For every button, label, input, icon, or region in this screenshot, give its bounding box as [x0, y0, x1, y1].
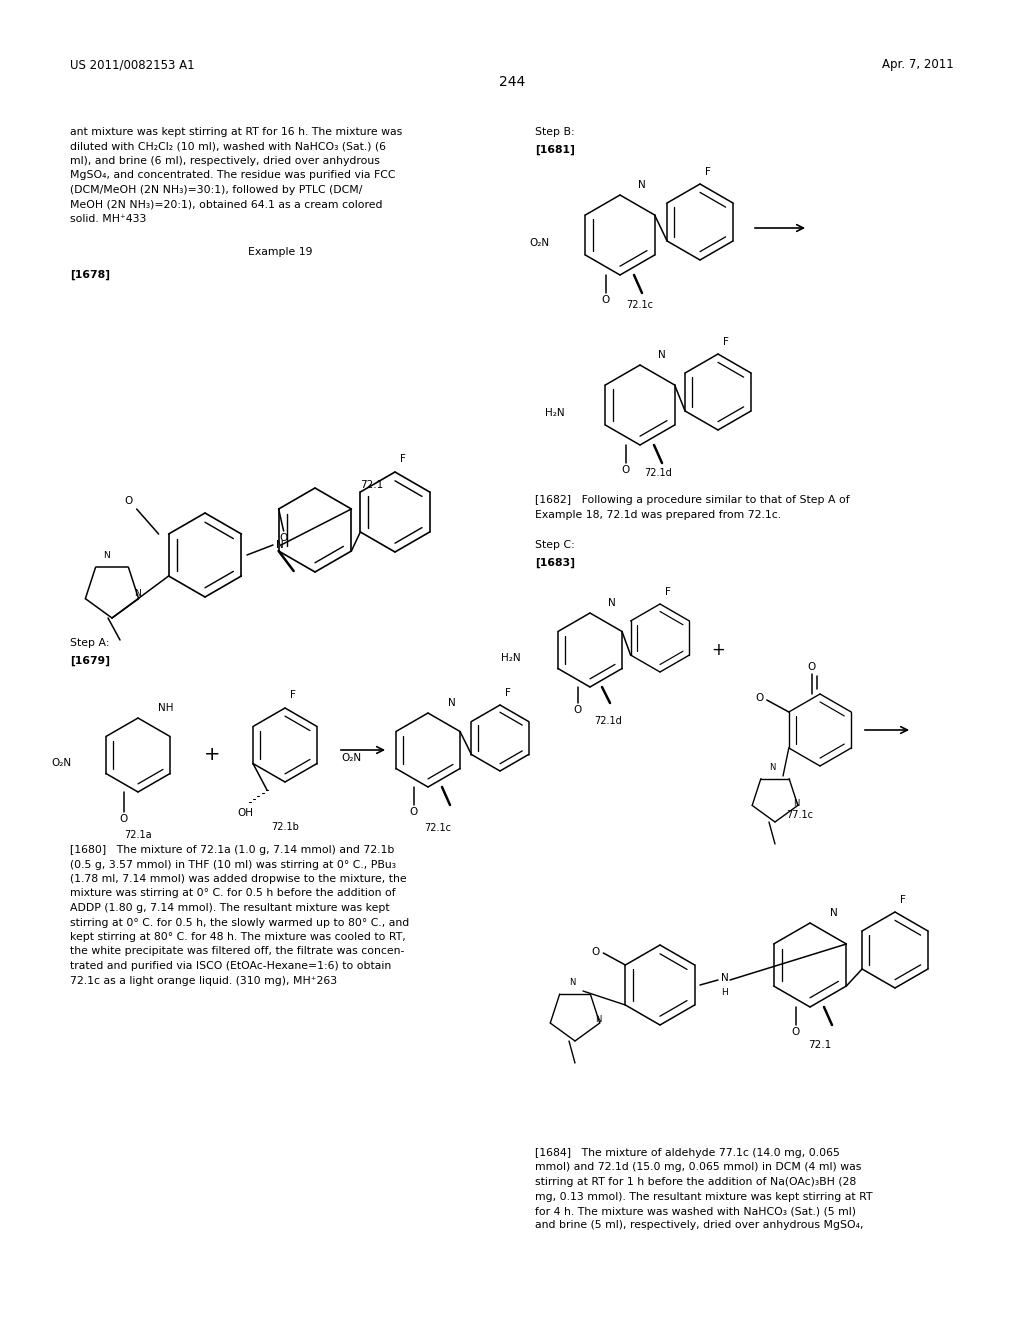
Text: N: N: [793, 799, 800, 808]
Text: for 4 h. The mixture was washed with NaHCO₃ (Sat.) (5 ml): for 4 h. The mixture was washed with NaH…: [535, 1206, 856, 1216]
Text: (1.78 ml, 7.14 mmol) was added dropwise to the mixture, the: (1.78 ml, 7.14 mmol) was added dropwise …: [70, 874, 407, 884]
Text: O: O: [756, 693, 764, 704]
Text: H: H: [721, 987, 728, 997]
Text: [1683]: [1683]: [535, 558, 575, 569]
Text: N: N: [102, 550, 110, 560]
Text: ADDP (1.80 g, 7.14 mmol). The resultant mixture was kept: ADDP (1.80 g, 7.14 mmol). The resultant …: [70, 903, 389, 913]
Text: Example 18, 72.1d was prepared from 72.1c.: Example 18, 72.1d was prepared from 72.1…: [535, 510, 781, 520]
Text: Step B:: Step B:: [535, 127, 574, 137]
Text: +: +: [711, 642, 725, 659]
Text: O₂N: O₂N: [341, 752, 361, 763]
Text: N: N: [721, 973, 729, 983]
Text: [1678]: [1678]: [70, 271, 110, 280]
Text: F: F: [705, 168, 711, 177]
Text: F: F: [290, 690, 296, 700]
Text: NH: NH: [158, 704, 173, 713]
Text: 72.1c: 72.1c: [425, 822, 452, 833]
Text: [1682]   Following a procedure similar to that of Step A of: [1682] Following a procedure similar to …: [535, 495, 850, 506]
Text: O: O: [124, 496, 133, 506]
Text: F: F: [723, 337, 729, 347]
Text: O: O: [602, 294, 610, 305]
Text: trated and purified via ISCO (EtOAc-Hexane=1:6) to obtain: trated and purified via ISCO (EtOAc-Hexa…: [70, 961, 391, 972]
Text: 72.1: 72.1: [808, 1040, 831, 1049]
Text: N: N: [134, 590, 140, 598]
Text: N: N: [658, 350, 666, 360]
Text: Example 19: Example 19: [248, 247, 312, 257]
Text: MgSO₄, and concentrated. The residue was purified via FCC: MgSO₄, and concentrated. The residue was…: [70, 170, 395, 181]
Text: (DCM/MeOH (2N NH₃)=30:1), followed by PTLC (DCM/: (DCM/MeOH (2N NH₃)=30:1), followed by PT…: [70, 185, 362, 195]
Text: +: +: [204, 746, 220, 764]
Text: mmol) and 72.1d (15.0 mg, 0.065 mmol) in DCM (4 ml) was: mmol) and 72.1d (15.0 mg, 0.065 mmol) in…: [535, 1163, 861, 1172]
Text: N: N: [830, 908, 838, 917]
Text: ant mixture was kept stirring at RT for 16 h. The mixture was: ant mixture was kept stirring at RT for …: [70, 127, 402, 137]
Text: N: N: [449, 698, 456, 708]
Text: O₂N: O₂N: [51, 758, 71, 768]
Text: O: O: [410, 807, 418, 817]
Text: mixture was stirring at 0° C. for 0.5 h before the addition of: mixture was stirring at 0° C. for 0.5 h …: [70, 888, 395, 899]
Text: N: N: [276, 540, 284, 550]
Text: 72.1b: 72.1b: [271, 822, 299, 832]
Text: [1684]   The mixture of aldehyde 77.1c (14.0 mg, 0.065: [1684] The mixture of aldehyde 77.1c (14…: [535, 1148, 840, 1158]
Text: O: O: [120, 814, 128, 824]
Text: O: O: [573, 705, 582, 715]
Text: N: N: [638, 180, 646, 190]
Text: 72.1c: 72.1c: [627, 300, 653, 310]
Text: 72.1d: 72.1d: [594, 715, 622, 726]
Text: 72.1a: 72.1a: [124, 830, 152, 840]
Text: [1680]   The mixture of 72.1a (1.0 g, 7.14 mmol) and 72.1b: [1680] The mixture of 72.1a (1.0 g, 7.14…: [70, 845, 394, 855]
Text: 72.1d: 72.1d: [644, 469, 672, 478]
Text: OH: OH: [237, 808, 253, 818]
Text: diluted with CH₂Cl₂ (10 ml), washed with NaHCO₃ (Sat.) (6: diluted with CH₂Cl₂ (10 ml), washed with…: [70, 141, 386, 152]
Text: N: N: [595, 1015, 601, 1024]
Text: and brine (5 ml), respectively, dried over anhydrous MgSO₄,: and brine (5 ml), respectively, dried ov…: [535, 1221, 863, 1230]
Text: O: O: [591, 946, 599, 957]
Text: O: O: [280, 533, 288, 543]
Text: [1681]: [1681]: [535, 145, 574, 156]
Text: (0.5 g, 3.57 mmol) in THF (10 ml) was stirring at 0° C., PBu₃: (0.5 g, 3.57 mmol) in THF (10 ml) was st…: [70, 859, 396, 870]
Text: F: F: [665, 587, 671, 597]
Text: O: O: [792, 1027, 800, 1038]
Text: F: F: [400, 454, 406, 465]
Text: US 2011/0082153 A1: US 2011/0082153 A1: [70, 58, 195, 71]
Text: the white precipitate was filtered off, the filtrate was concen-: the white precipitate was filtered off, …: [70, 946, 404, 957]
Text: 72.1c as a light orange liquid. (310 mg), MH⁺263: 72.1c as a light orange liquid. (310 mg)…: [70, 975, 337, 986]
Text: 77.1c: 77.1c: [786, 810, 813, 820]
Text: N: N: [608, 598, 615, 609]
Text: Apr. 7, 2011: Apr. 7, 2011: [883, 58, 954, 71]
Text: [1679]: [1679]: [70, 656, 110, 667]
Text: Step C:: Step C:: [535, 540, 574, 550]
Text: 244: 244: [499, 75, 525, 88]
Text: N: N: [769, 763, 775, 772]
Text: MeOH (2N NH₃)=20:1), obtained 64.1 as a cream colored: MeOH (2N NH₃)=20:1), obtained 64.1 as a …: [70, 199, 383, 210]
Text: F: F: [505, 688, 511, 698]
Text: O: O: [622, 465, 630, 475]
Text: stirring at RT for 1 h before the addition of Na(OAc)₃BH (28: stirring at RT for 1 h before the additi…: [535, 1177, 856, 1187]
Text: N: N: [568, 978, 575, 987]
Text: kept stirring at 80° C. for 48 h. The mixture was cooled to RT,: kept stirring at 80° C. for 48 h. The mi…: [70, 932, 406, 942]
Text: H₂N: H₂N: [546, 408, 565, 418]
Text: H₂N: H₂N: [502, 653, 521, 663]
Text: mg, 0.13 mmol). The resultant mixture was kept stirring at RT: mg, 0.13 mmol). The resultant mixture wa…: [535, 1192, 872, 1201]
Text: F: F: [900, 895, 906, 906]
Text: 72.1: 72.1: [360, 480, 383, 490]
Text: stirring at 0° C. for 0.5 h, the slowly warmed up to 80° C., and: stirring at 0° C. for 0.5 h, the slowly …: [70, 917, 410, 928]
Text: Step A:: Step A:: [70, 638, 110, 648]
Text: ml), and brine (6 ml), respectively, dried over anhydrous: ml), and brine (6 ml), respectively, dri…: [70, 156, 380, 166]
Text: solid. MH⁺433: solid. MH⁺433: [70, 214, 146, 224]
Text: O: O: [808, 663, 816, 672]
Text: O₂N: O₂N: [529, 238, 550, 248]
